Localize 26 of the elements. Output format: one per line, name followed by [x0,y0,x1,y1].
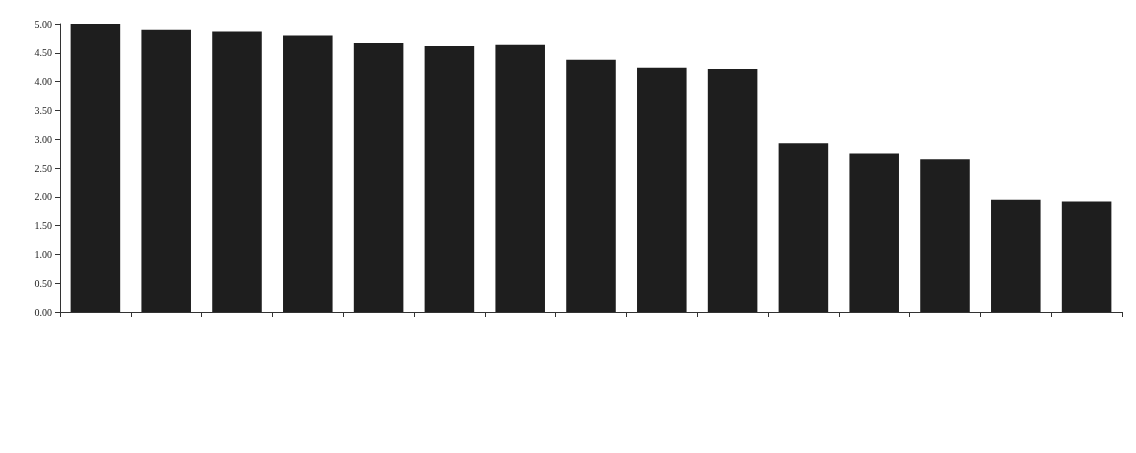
bar [849,153,899,312]
y-tick-label: 2.50 [34,162,52,174]
y-tick-label: 3.50 [34,104,52,116]
y-tick-label: 2.00 [34,191,52,203]
y-tick-label: 3.00 [34,133,52,145]
bar [920,159,970,312]
y-tick-label: 4.00 [34,76,52,88]
bar [495,44,545,312]
y-tick-label: 1.50 [34,220,52,232]
y-tick-label: 4.50 [34,47,52,59]
bar [141,29,191,312]
y-tick-label: 5.00 [34,18,52,30]
y-tick-label: 1.00 [34,248,52,260]
bar [424,45,475,312]
bar [991,199,1041,312]
y-tick-label: 0.50 [34,277,52,289]
bar [1061,201,1112,312]
bar [637,67,687,312]
bar [778,143,829,312]
bar [353,43,404,312]
bar [566,59,616,312]
bar [283,35,333,312]
bar [70,24,121,312]
bar [212,31,262,312]
y-tick-label: 0.00 [34,306,52,318]
bar [707,68,758,312]
